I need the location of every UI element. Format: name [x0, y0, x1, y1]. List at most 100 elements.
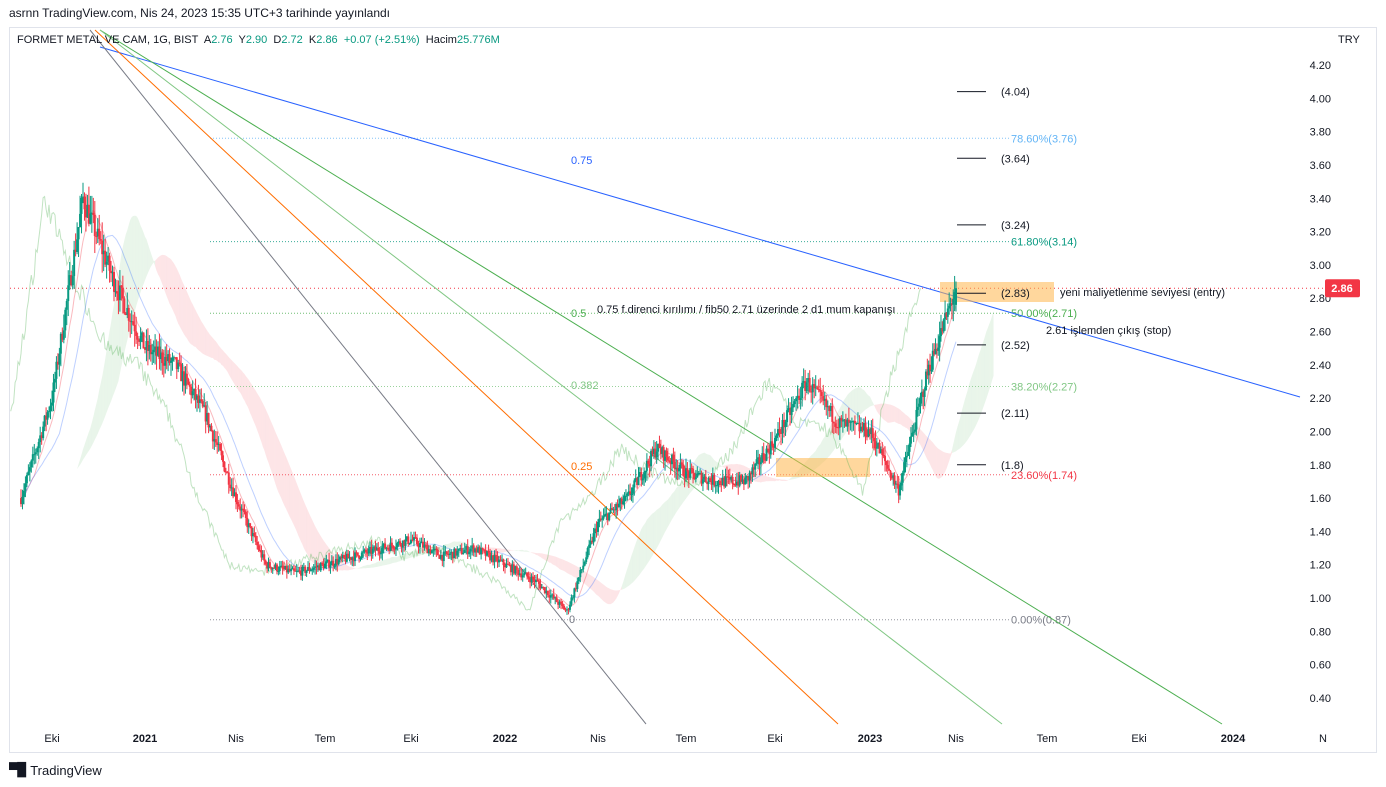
cloud-segment [785, 479, 788, 481]
candle-body [566, 609, 568, 611]
candle-body [905, 455, 908, 458]
cloud-segment [303, 501, 306, 551]
cloud-segment [457, 541, 459, 547]
candle-body [330, 560, 333, 566]
candle-body [774, 437, 776, 448]
candle-body [828, 406, 831, 412]
candle-body [661, 447, 664, 454]
cloud-segment [891, 405, 894, 423]
cloud-segment [718, 462, 720, 468]
brand-name: TradingView [30, 762, 102, 778]
cloud-segment [299, 490, 301, 542]
cloud-segment [925, 435, 928, 460]
cloud-segment [448, 543, 450, 549]
cloud-segment [574, 565, 576, 578]
lagging-span-line [10, 195, 921, 611]
cloud-segment [109, 322, 112, 405]
candle-body [200, 399, 203, 402]
cloud-segment [513, 550, 516, 551]
candle-body [783, 419, 786, 428]
candle-body [740, 475, 743, 482]
x-tick-label: 2024 [1221, 733, 1246, 745]
candle-body [421, 541, 424, 548]
candle-body [270, 567, 273, 570]
candle-body [108, 255, 111, 271]
cloud-segment [956, 426, 958, 452]
candle-body [375, 547, 378, 551]
cloud-segment [268, 415, 270, 468]
cloud-segment [393, 556, 395, 563]
candle-body [152, 349, 155, 353]
cloud-segment [901, 410, 903, 427]
candle-body [796, 395, 799, 399]
candle-body [420, 541, 423, 544]
candle-body [469, 548, 472, 552]
target-level-label: (3.24) [1001, 220, 1030, 232]
candle-body [53, 378, 56, 383]
candle-body [644, 470, 647, 473]
candle-body [909, 436, 912, 444]
cloud-segment [572, 564, 575, 578]
cloud-segment [547, 554, 550, 563]
cloud-segment [198, 315, 200, 352]
cloud-segment [648, 516, 650, 563]
candle-body [394, 547, 397, 550]
candle-body [390, 542, 393, 546]
candle-body [194, 389, 197, 400]
cloud-segment [850, 390, 852, 427]
cloud-segment [175, 265, 177, 320]
cloud-segment [72, 473, 75, 476]
candle-body [645, 460, 648, 471]
candle-body [700, 472, 703, 484]
cloud-segment [571, 563, 573, 577]
candle-body [93, 215, 96, 237]
candle-body [256, 541, 259, 546]
candle-body [462, 552, 465, 555]
cloud-segment [776, 478, 779, 481]
candle-body [49, 405, 52, 412]
cloud-segment [652, 512, 654, 556]
candle-body [210, 425, 213, 431]
cloud-segment [541, 553, 544, 560]
candle-body [435, 549, 438, 551]
cloud-segment [66, 484, 69, 487]
cloud-segment [293, 476, 296, 529]
cloud-segment [742, 465, 744, 477]
candle-body [527, 576, 530, 579]
candle-body [761, 453, 764, 463]
candle-body [79, 213, 82, 228]
candle-body [206, 413, 209, 422]
cloud-segment [824, 433, 827, 461]
cloud-segment [191, 301, 193, 346]
cloud-segment [779, 479, 782, 481]
cloud-segment [530, 552, 532, 553]
chart-frame[interactable] [9, 27, 1377, 753]
cloud-segment [241, 370, 244, 399]
cloud-segment [851, 389, 854, 425]
candle-body [184, 373, 187, 386]
candle-body [502, 559, 505, 566]
candle-body [96, 228, 99, 237]
candle-body [915, 409, 918, 430]
candle-body [229, 484, 232, 489]
candle-body [25, 474, 28, 484]
x-tick-label: Nis [228, 733, 244, 745]
candle-body [204, 405, 207, 422]
candle-body [820, 391, 823, 397]
cloud-segment [230, 358, 232, 380]
candle-body [171, 357, 174, 361]
cloud-segment [604, 585, 607, 604]
candle-body [605, 513, 608, 515]
cloud-segment [787, 479, 789, 481]
candle-body [290, 569, 293, 572]
candle-body [240, 508, 243, 511]
candle-body [36, 448, 39, 453]
fan-label: 0.75 [571, 155, 592, 167]
candle-body [226, 472, 229, 474]
fan-label: 0.25 [571, 461, 592, 473]
candle-body [939, 328, 942, 337]
cloud-segment [350, 567, 353, 570]
candle-body [758, 457, 761, 465]
cloud-segment [374, 562, 376, 568]
